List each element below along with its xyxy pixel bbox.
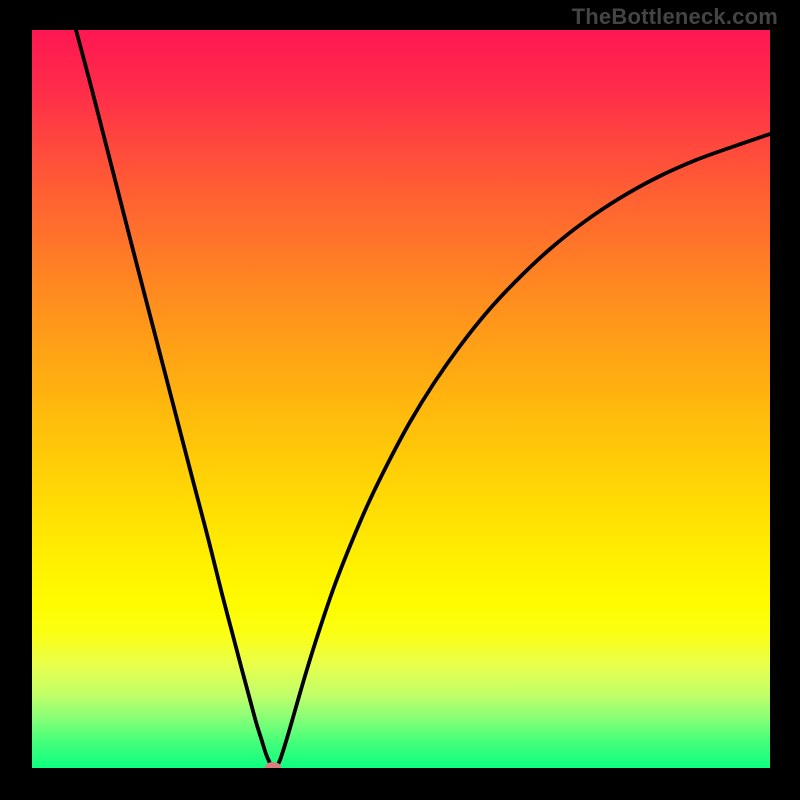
bottleneck-curve-path <box>76 30 770 768</box>
chart-frame: TheBottleneck.com <box>0 0 800 800</box>
watermark-text: TheBottleneck.com <box>572 4 778 30</box>
bottleneck-curve <box>32 30 770 768</box>
plot-area <box>32 30 770 768</box>
